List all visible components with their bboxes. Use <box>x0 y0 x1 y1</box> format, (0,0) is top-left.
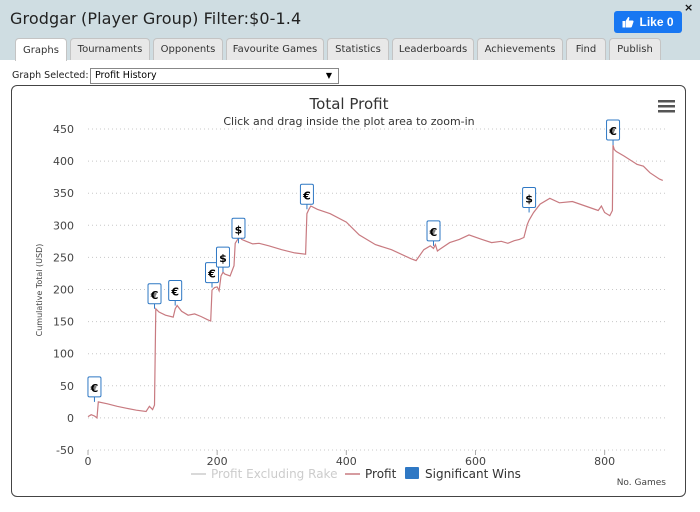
significant-win-symbol: € <box>608 125 617 138</box>
significant-win-marker[interactable]: $ <box>231 217 246 244</box>
y-tick-label: 250 <box>53 251 74 264</box>
tab-publish[interactable]: Publish <box>609 38 661 60</box>
y-tick-label: 350 <box>53 187 74 200</box>
significant-win-marker[interactable]: $ <box>522 186 537 213</box>
significant-win-marker[interactable]: € <box>168 280 183 306</box>
tab-bar: Graphs Tournaments Opponents Favourite G… <box>0 38 700 61</box>
facebook-like-button[interactable]: Like 0 <box>614 11 682 33</box>
significant-win-symbol: € <box>150 289 159 302</box>
significant-win-symbol: € <box>207 268 216 281</box>
tab-favourite-games[interactable]: Favourite Games <box>226 38 324 60</box>
x-axis-label: No. Games <box>617 478 667 488</box>
tab-graphs[interactable]: Graphs <box>15 38 67 61</box>
chart-panel: Total Profit Click and drag inside the pl… <box>11 85 686 497</box>
chart-title: Total Profit <box>309 95 389 113</box>
tab-statistics[interactable]: Statistics <box>327 38 389 60</box>
y-tick-label: 400 <box>53 155 74 168</box>
dropdown-arrow-icon: ▼ <box>325 71 332 80</box>
y-tick-label: 200 <box>53 284 74 297</box>
y-tick-label: 300 <box>53 219 74 232</box>
window-titlebar: Grodgar (Player Group) Filter:$0-1.4 Lik… <box>0 0 700 38</box>
x-tick-label: 800 <box>594 455 615 468</box>
significant-win-symbol: € <box>170 286 179 299</box>
significant-win-symbol: € <box>429 226 438 239</box>
graph-selected-label: Graph Selected: <box>12 70 89 81</box>
significant-win-symbol: $ <box>525 192 533 205</box>
graph-select-dropdown[interactable]: Profit History ▼ <box>90 68 339 84</box>
hamburger-icon[interactable] <box>658 100 675 113</box>
y-tick-label: 0 <box>67 412 74 425</box>
x-tick-label: 400 <box>336 455 357 468</box>
legend-significant-wins-swatch <box>405 467 419 479</box>
significant-win-symbol: $ <box>235 223 243 236</box>
chart-subtitle: Click and drag inside the plot area to z… <box>223 115 474 128</box>
tab-leaderboards[interactable]: Leaderboards <box>392 38 474 60</box>
x-tick-label: 600 <box>465 455 486 468</box>
graph-select-value: Profit History <box>95 70 157 81</box>
window-title: Grodgar (Player Group) Filter:$0-1.4 <box>10 9 302 28</box>
like-label: Like 0 <box>639 15 674 29</box>
y-tick-label: 450 <box>53 123 74 136</box>
y-tick-label: 50 <box>60 380 74 393</box>
legend-profit-excluding-rake[interactable]: Profit Excluding Rake <box>211 467 337 481</box>
legend-profit[interactable]: Profit <box>365 467 397 481</box>
thumbs-up-icon <box>622 16 635 28</box>
tab-find[interactable]: Find <box>566 38 606 60</box>
x-tick-label: 0 <box>85 455 92 468</box>
y-axis-label: Cumulative Total (USD) <box>35 244 44 337</box>
significant-win-marker[interactable]: € <box>606 119 621 146</box>
legend-significant-wins[interactable]: Significant Wins <box>425 467 521 481</box>
significant-win-symbol: € <box>302 189 311 202</box>
tab-tournaments[interactable]: Tournaments <box>70 38 150 60</box>
y-tick-label: 100 <box>53 348 74 361</box>
y-tick-label: -50 <box>56 444 74 457</box>
close-icon[interactable]: × <box>684 1 694 14</box>
significant-win-symbol: $ <box>219 252 227 265</box>
significant-win-marker[interactable]: € <box>204 262 219 288</box>
significant-win-marker[interactable]: € <box>87 376 102 402</box>
profit-series-line <box>87 144 664 420</box>
significant-win-marker[interactable]: $ <box>215 246 230 273</box>
significant-win-marker[interactable]: € <box>299 183 314 210</box>
significant-win-marker[interactable]: € <box>426 220 441 246</box>
tab-opponents[interactable]: Opponents <box>153 38 223 60</box>
y-tick-label: 150 <box>53 316 74 329</box>
x-tick-label: 200 <box>207 455 228 468</box>
profit-chart[interactable]: Total Profit Click and drag inside the pl… <box>12 86 686 497</box>
significant-win-symbol: € <box>90 382 99 395</box>
significant-win-marker[interactable]: € <box>147 283 162 309</box>
tab-achievements[interactable]: Achievements <box>477 38 563 60</box>
